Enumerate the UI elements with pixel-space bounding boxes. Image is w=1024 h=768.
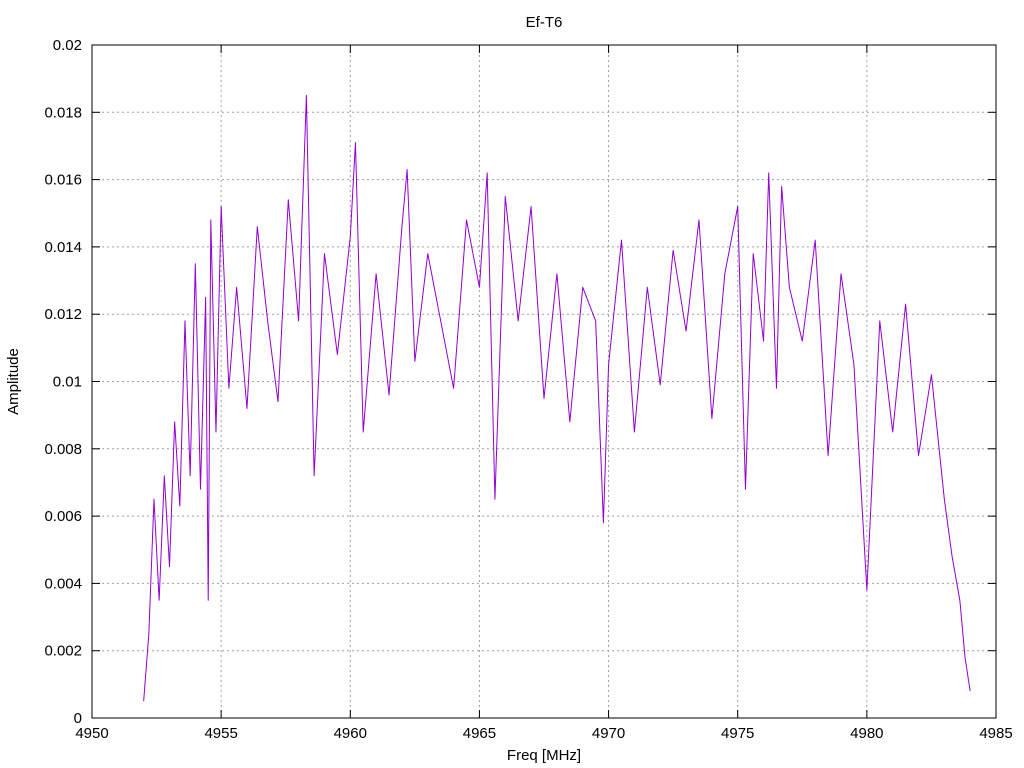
- x-tick-label: 4980: [850, 725, 883, 742]
- x-tick-label: 4975: [721, 725, 754, 742]
- grid-lines: [92, 45, 996, 718]
- y-tick-label: 0.012: [44, 306, 82, 323]
- x-tick-label: 4985: [979, 725, 1012, 742]
- y-tick-label: 0.016: [44, 172, 82, 189]
- y-tick-label: 0.006: [44, 508, 82, 525]
- y-tick-label: 0.004: [44, 575, 82, 592]
- x-tick-label: 4970: [592, 725, 625, 742]
- y-tick-label: 0.008: [44, 441, 82, 458]
- x-axis-title: Freq [MHz]: [507, 747, 581, 764]
- x-tick-label: 4950: [75, 725, 108, 742]
- y-tick-label: 0.018: [44, 104, 82, 121]
- x-tick-label: 4955: [204, 725, 237, 742]
- x-tick-label: 4965: [463, 725, 496, 742]
- chart-title: Ef-T6: [526, 14, 563, 31]
- y-tick-label: 0: [74, 710, 82, 727]
- series-layer: [143, 94, 971, 702]
- y-tick-label: 0.02: [53, 37, 82, 54]
- y-tick-label: 0.002: [44, 643, 82, 660]
- x-tick-label: 4960: [334, 725, 367, 742]
- y-axis-title: Amplitude: [5, 348, 22, 415]
- y-axis-ticks: 0 0.002 0.004 0.006 0.008 0.01 0.012 0.014 0.016…: [44, 37, 996, 727]
- x-axis-ticks: 4950 4955 4960 4965 4970 4975 4980 4985: [75, 45, 1013, 742]
- amplitude-series-line: [143, 94, 971, 702]
- y-tick-label: 0.014: [44, 239, 82, 256]
- y-tick-label: 0.01: [53, 374, 82, 391]
